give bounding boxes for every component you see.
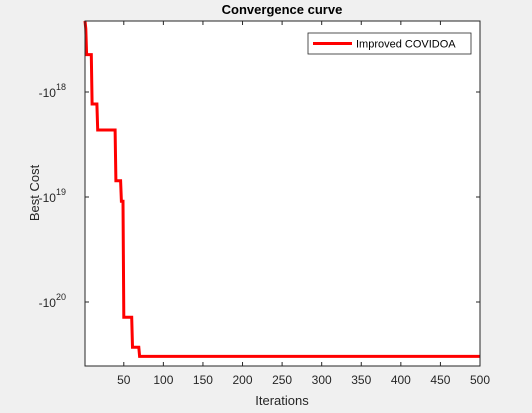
x-tick-label: 300 xyxy=(312,373,332,387)
x-tick-label: 250 xyxy=(272,373,292,387)
legend: Improved COVIDOA xyxy=(307,32,472,55)
x-axis-label: Iterations xyxy=(255,393,309,408)
x-tick-label: 100 xyxy=(153,373,173,387)
x-tick-label: 400 xyxy=(391,373,411,387)
series-line xyxy=(83,20,480,358)
x-tick-label: 350 xyxy=(351,373,371,387)
x-tick-label: 200 xyxy=(233,373,253,387)
x-tick-label: 150 xyxy=(193,373,213,387)
y-tick-label: -1018 xyxy=(39,82,66,100)
legend-entry-label: Improved COVIDOA xyxy=(356,39,456,51)
legend-box xyxy=(307,32,472,55)
x-tick-label: 50 xyxy=(117,373,131,387)
y-tick-label: -1020 xyxy=(39,292,66,310)
y-axis-label: Best Cost xyxy=(27,164,42,221)
chart-title: Convergence curve xyxy=(222,2,343,17)
x-tick-label: 500 xyxy=(470,373,490,387)
series-layer xyxy=(83,20,480,358)
x-tick-label: 450 xyxy=(430,373,450,387)
x-axis-ticks: 50 100 150 200 250 300 350 400 450 500 xyxy=(117,21,490,387)
plot-area xyxy=(85,21,480,366)
axes-box xyxy=(84,20,481,367)
y-tick-label: -1019 xyxy=(39,187,66,205)
